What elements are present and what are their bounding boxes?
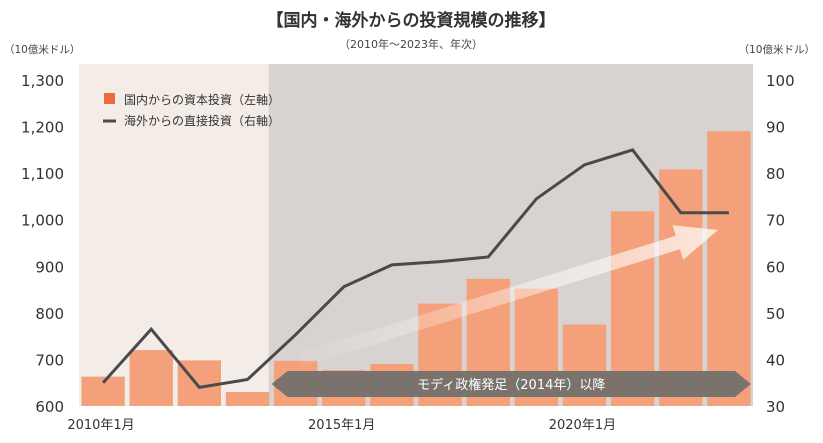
left-tick-3: 900	[35, 258, 64, 276]
bar-2011	[129, 350, 173, 406]
legend-label-line: 海外からの直接投資（右軸）	[124, 113, 280, 128]
legend-label-bar: 国内からの資本投資（左軸）	[124, 92, 280, 107]
bar-2022	[659, 169, 703, 406]
right-tick-0: 30	[766, 398, 785, 416]
left-tick-2: 800	[35, 305, 64, 323]
right-tick-1: 40	[766, 351, 785, 369]
chart-subtitle: （2010年～2023年、年次）	[339, 37, 483, 51]
right-tick-4: 70	[766, 212, 785, 230]
left-axis-unit: （10億米ドル）	[4, 43, 80, 56]
modi-period-banner	[271, 371, 751, 397]
trend-arrow	[297, 225, 718, 367]
left-tick-0: 600	[35, 398, 64, 416]
right-tick-6: 90	[766, 119, 785, 137]
left-tick-1: 700	[35, 351, 64, 369]
right-tick-2: 50	[766, 305, 785, 323]
modi-period-label: モディ政権発足（2014年）以降	[417, 377, 605, 393]
legend-swatch-bar	[104, 93, 115, 104]
right-tick-7: 100	[766, 72, 795, 90]
right-axis-unit: （10億米ドル）	[739, 43, 815, 56]
chart-title: 【国内・海外からの投資規模の推移】	[267, 10, 556, 31]
bar-2013	[225, 392, 270, 406]
right-tick-3: 60	[766, 258, 785, 276]
left-tick-5: 1,100	[21, 165, 64, 183]
x-tick-0: 2010年1月	[67, 418, 134, 433]
right-tick-5: 80	[766, 165, 785, 183]
fdi-line	[101, 148, 729, 390]
x-tick-2: 2020年1月	[549, 418, 616, 433]
x-tick-1: 2015年1月	[308, 418, 375, 433]
left-tick-4: 1,000	[21, 212, 64, 230]
left-tick-7: 1,300	[21, 72, 64, 90]
left-tick-6: 1,200	[21, 119, 64, 137]
bar-2023	[707, 131, 751, 406]
